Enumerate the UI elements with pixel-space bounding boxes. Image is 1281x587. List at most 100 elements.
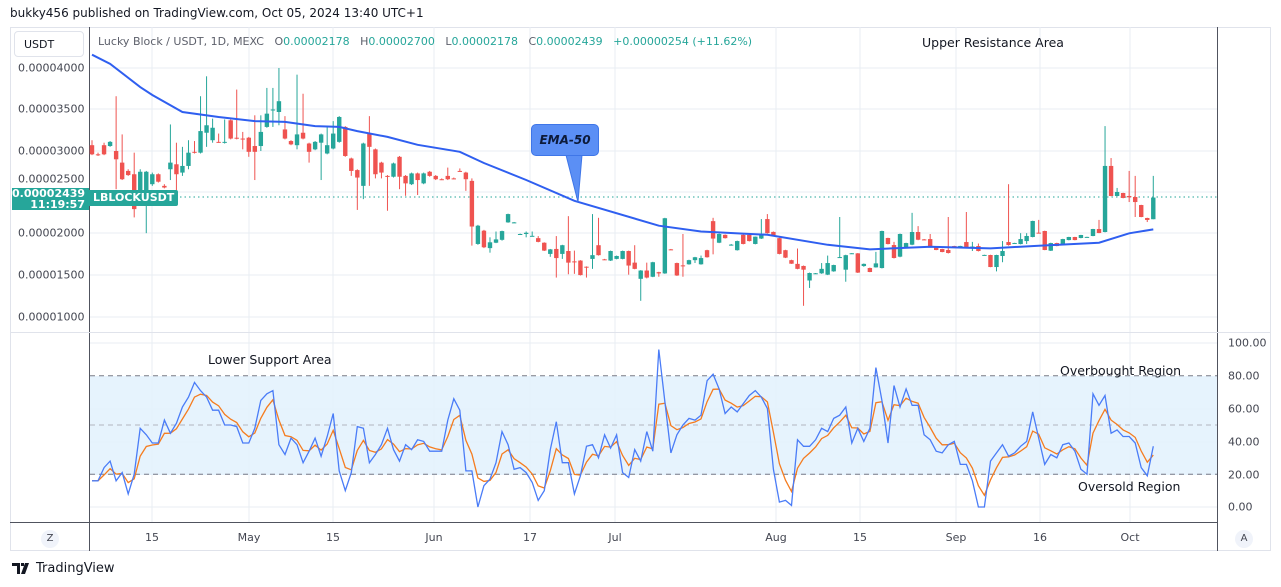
time-tick: Aug (765, 531, 787, 544)
candle (831, 264, 836, 272)
candle-body (101, 145, 107, 155)
footer-brand: TradingView (12, 561, 115, 576)
candle (686, 259, 692, 265)
candle-body (144, 171, 149, 197)
candle-body (548, 249, 553, 254)
candle-body (125, 170, 131, 176)
rsi-ma-line (92, 388, 1154, 497)
candle-body (795, 263, 800, 269)
candle (349, 157, 354, 176)
candle-body (379, 162, 384, 173)
time-tick: May (237, 531, 261, 544)
candle-body (602, 259, 607, 261)
candle-body (210, 127, 215, 141)
candle (1090, 228, 1096, 237)
candle (1084, 236, 1090, 238)
candle-body (445, 175, 450, 180)
candle (1018, 233, 1023, 245)
candle-body (644, 270, 649, 278)
candle-body (337, 116, 342, 142)
candle-body (1096, 229, 1102, 234)
candle-body (361, 143, 366, 186)
candle (391, 162, 396, 178)
candle (1066, 236, 1072, 241)
time-tick: Jul (608, 531, 622, 544)
candle (771, 231, 776, 236)
candle-body (415, 173, 420, 181)
candle (204, 76, 209, 147)
candle-body (867, 268, 873, 273)
candle-body (1048, 243, 1053, 251)
candle (644, 262, 649, 279)
candle-body (614, 255, 619, 259)
published-note: bukky456 published on TradingView.com, O… (10, 6, 424, 20)
candle-body (367, 133, 372, 147)
candle (228, 119, 233, 140)
candle-body (789, 260, 794, 264)
candle (337, 116, 342, 143)
candle (753, 236, 758, 245)
candle (548, 248, 553, 257)
candle-body (940, 249, 945, 253)
candle (1078, 234, 1084, 239)
candle-body (759, 234, 764, 239)
annotation-ema-callout: EMA-50 (531, 124, 599, 156)
candle (101, 142, 107, 156)
candle-body (909, 232, 915, 245)
rsi-line (92, 349, 1154, 508)
candle-body (891, 245, 897, 258)
candle-body (409, 173, 414, 185)
legend-high: 0.00002700 (368, 35, 435, 48)
candle-body (391, 163, 396, 177)
candle-body (710, 221, 716, 239)
candle-body (451, 178, 456, 180)
auto-scale-button[interactable]: A (1235, 530, 1253, 548)
candle (722, 234, 728, 239)
candle (415, 172, 420, 195)
candle-body (656, 272, 662, 274)
candle-body (228, 120, 233, 139)
candle (421, 172, 426, 185)
currency-selector[interactable]: USDT (14, 31, 84, 57)
candle-body (113, 151, 119, 160)
candle-body (475, 225, 481, 244)
candle (608, 250, 613, 261)
candle (355, 169, 360, 210)
candle-body (240, 138, 245, 140)
candle (168, 124, 173, 181)
candle-body (511, 222, 517, 224)
time-tick: 15 (145, 531, 159, 544)
price-tick: 0.00004000 (18, 61, 85, 75)
candle (542, 242, 547, 252)
candle-body (927, 239, 933, 248)
candle (789, 259, 794, 264)
candle-body (397, 156, 402, 177)
candle (819, 263, 824, 274)
candle-body (343, 126, 348, 156)
candle-body (204, 125, 209, 133)
candle (674, 262, 680, 276)
footer-brand-text: TradingView (36, 561, 115, 576)
candle-body (813, 273, 818, 275)
candle-body (674, 263, 680, 276)
candle-body (1078, 234, 1084, 238)
zoom-reset-button[interactable]: Z (41, 530, 59, 548)
candle (324, 126, 330, 155)
bar-countdown: 11:19:57 (30, 198, 85, 211)
candle-body (728, 244, 734, 246)
candle (994, 254, 999, 272)
candle (1151, 175, 1156, 220)
candle-body (385, 175, 390, 177)
candle-body (722, 234, 728, 239)
price-tick: 0.00003500 (18, 102, 85, 116)
candle (156, 173, 161, 183)
candle-body (1126, 195, 1132, 198)
candle-body (107, 141, 113, 147)
candle-body (783, 250, 788, 258)
candle (427, 170, 432, 177)
candle (487, 237, 493, 253)
candle-body (89, 145, 95, 155)
price-tick: 0.00002500 (18, 172, 85, 186)
candle (445, 167, 450, 181)
